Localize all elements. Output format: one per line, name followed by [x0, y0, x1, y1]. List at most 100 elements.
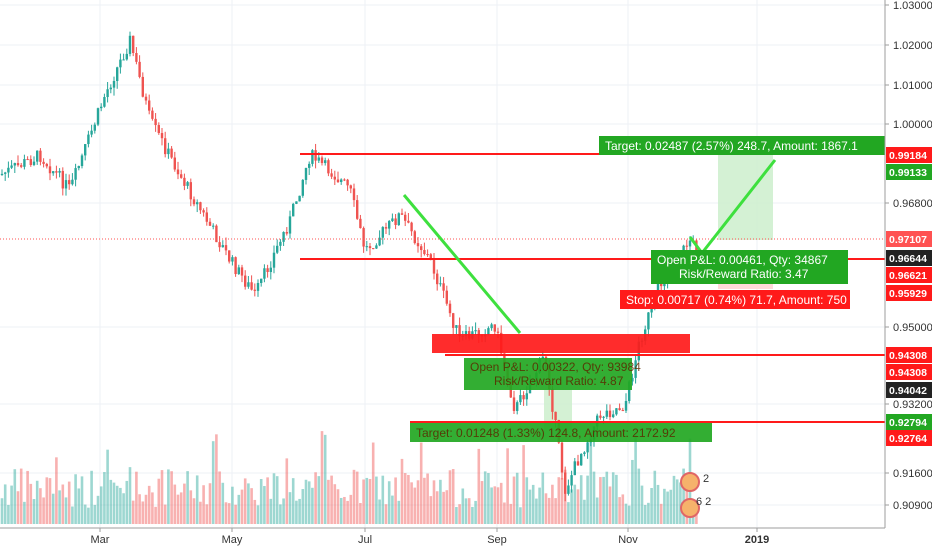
volume-bar — [7, 504, 10, 524]
volume-bar — [480, 481, 484, 524]
candle-body — [599, 415, 602, 418]
position-earlier[interactable]: Open P&L: 0.00322, Qty: 93984 Risk/Rewar… — [410, 334, 712, 442]
candle-body — [336, 179, 340, 183]
volume-bar — [659, 503, 663, 524]
volume-bar — [333, 484, 337, 524]
volume-bar — [573, 484, 577, 524]
candle-body — [42, 161, 45, 164]
volume-bar — [10, 485, 13, 524]
volume-bar — [215, 434, 218, 524]
candle-body — [397, 213, 400, 226]
candle-body — [77, 166, 80, 169]
volume-bar — [410, 482, 413, 524]
candle-body — [346, 179, 349, 186]
volume-bar — [221, 482, 225, 524]
candle-body — [90, 130, 93, 135]
event-badge-icon-2[interactable] — [680, 498, 700, 518]
volume-bar — [595, 497, 599, 524]
volume-bar — [189, 490, 193, 524]
time-tick-label: Mar — [91, 534, 110, 546]
position-recent[interactable]: Target: 0.02487 (2.57%) 248.7, Amount: 1… — [599, 136, 885, 309]
volume-bar — [551, 484, 554, 524]
candle-body — [256, 283, 260, 291]
candle-body — [64, 180, 68, 189]
volume-bar — [432, 480, 436, 524]
volume-bar — [445, 490, 449, 524]
trend-line-down[interactable] — [402, 194, 522, 334]
volume-bar — [23, 501, 26, 524]
volume-bar — [141, 501, 145, 524]
candle-body — [519, 395, 522, 403]
volume-bar — [87, 507, 90, 524]
candle-body — [20, 165, 23, 167]
candle-body — [218, 242, 221, 248]
candle-body — [378, 237, 381, 246]
candle-body — [84, 144, 87, 156]
candle-body — [400, 213, 404, 215]
volume-bar — [29, 483, 33, 524]
volume-bar — [656, 484, 660, 524]
volume-bar — [301, 489, 305, 524]
candle-body — [439, 283, 442, 285]
candle-body — [525, 393, 528, 400]
volume-bar — [93, 504, 97, 524]
volume-bar — [650, 488, 653, 524]
volume-bar — [199, 501, 202, 524]
volume-bar — [611, 472, 615, 524]
price-tag-bg — [886, 430, 932, 446]
candle-body — [23, 159, 26, 167]
volume-bar — [58, 490, 61, 524]
candle-body — [55, 171, 58, 173]
volume-bar — [3, 484, 7, 524]
candle-body — [279, 241, 282, 246]
volume-bar — [61, 484, 65, 524]
volume-bar — [243, 478, 247, 524]
volume-bar — [637, 468, 641, 524]
volume-bar — [234, 504, 237, 524]
time-axis[interactable] — [0, 528, 932, 550]
volume-bar — [378, 499, 381, 524]
candle-body — [192, 199, 196, 205]
volume-bar — [205, 504, 209, 524]
volume-bar — [183, 483, 186, 524]
event-badges[interactable]: 2 6 2 — [680, 472, 711, 518]
event-badge-icon[interactable] — [680, 472, 700, 492]
candle-body — [576, 461, 580, 466]
volume-bar — [227, 503, 231, 524]
volume-bar — [624, 503, 628, 524]
candle-body — [282, 232, 285, 242]
volume-bar — [365, 477, 369, 524]
volume-bar — [375, 476, 378, 524]
candle-body — [167, 148, 170, 155]
candle-body — [71, 179, 74, 185]
time-tick-label: Nov — [618, 534, 638, 546]
volume-bar — [621, 494, 625, 524]
candle-body — [685, 245, 688, 247]
volume-bar — [16, 491, 20, 524]
candle-body — [298, 195, 301, 202]
volume-bar — [483, 471, 487, 524]
price-tag-label: 0.94308 — [889, 350, 927, 362]
candle-body — [32, 161, 36, 165]
volume-bar — [439, 479, 442, 524]
volume-bar — [311, 487, 314, 524]
candle-body — [202, 210, 205, 213]
badge-count-bottom: 6 2 — [696, 496, 711, 508]
volume-bar — [493, 486, 497, 524]
volume-bar — [77, 488, 81, 524]
price-tag-label: 0.94308 — [889, 367, 927, 379]
candle-body — [237, 267, 240, 275]
candle-body — [205, 212, 208, 222]
candle-body — [416, 243, 420, 247]
volume-bar — [144, 494, 148, 524]
volume-bar — [64, 497, 68, 524]
volume-bar — [419, 442, 423, 524]
candle-body — [116, 67, 119, 82]
volume-bar — [147, 485, 151, 524]
candle-body — [61, 170, 64, 189]
time-tick-label: May — [222, 534, 243, 546]
volume-bar — [13, 469, 17, 524]
candle-body — [442, 283, 445, 291]
price-tag-bg — [886, 414, 932, 430]
